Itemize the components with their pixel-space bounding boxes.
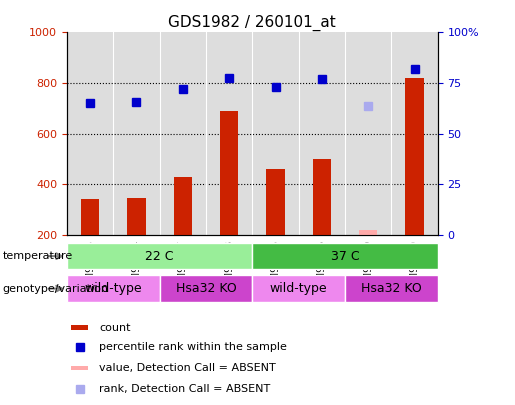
- Bar: [266, 169, 285, 235]
- Text: Hsa32 KO: Hsa32 KO: [176, 282, 236, 295]
- Text: 22 C: 22 C: [145, 249, 174, 263]
- Bar: [160, 275, 252, 302]
- Text: count: count: [99, 323, 131, 333]
- Bar: [220, 111, 238, 235]
- Bar: [345, 275, 438, 302]
- Bar: [174, 177, 192, 235]
- Text: value, Detection Call = ABSENT: value, Detection Call = ABSENT: [99, 363, 276, 373]
- Bar: [252, 243, 438, 269]
- Bar: [67, 275, 160, 302]
- Text: percentile rank within the sample: percentile rank within the sample: [99, 343, 287, 352]
- Bar: [67, 243, 252, 269]
- Bar: [127, 198, 146, 235]
- Text: wild-type: wild-type: [270, 282, 328, 295]
- Text: wild-type: wild-type: [84, 282, 142, 295]
- Bar: [81, 200, 99, 235]
- Bar: [359, 230, 377, 235]
- Bar: [405, 78, 424, 235]
- Text: 37 C: 37 C: [331, 249, 359, 263]
- Text: temperature: temperature: [3, 252, 73, 261]
- Text: rank, Detection Call = ABSENT: rank, Detection Call = ABSENT: [99, 384, 271, 394]
- Title: GDS1982 / 260101_at: GDS1982 / 260101_at: [168, 15, 336, 31]
- Bar: [71, 326, 88, 330]
- Bar: [71, 366, 88, 371]
- Text: genotype/variation: genotype/variation: [3, 284, 109, 294]
- Bar: [313, 159, 331, 235]
- Bar: [252, 275, 345, 302]
- Text: Hsa32 KO: Hsa32 KO: [361, 282, 422, 295]
